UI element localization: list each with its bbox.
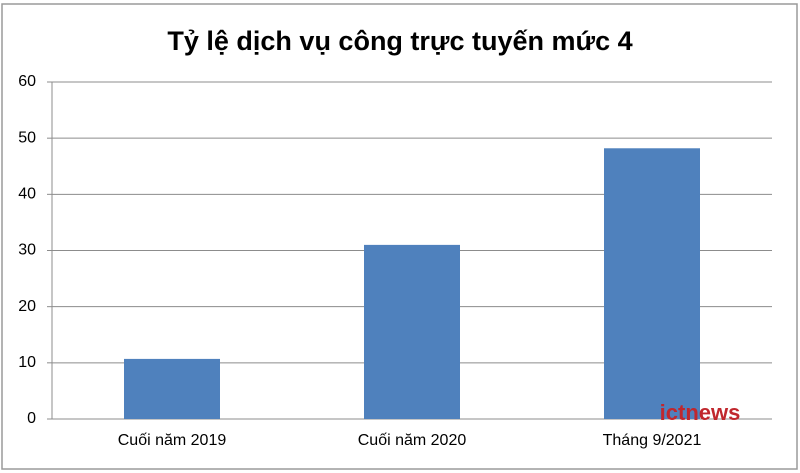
chart-title: Tỷ lệ dịch vụ công trực tuyến mức 4 [167,26,632,56]
y-tick-label: 0 [27,410,36,427]
bar [604,148,700,419]
watermark: ictnews [660,400,741,425]
y-tick-label: 30 [18,242,36,259]
bar [124,358,220,419]
y-tick-label: 40 [18,186,36,203]
bar [364,244,460,419]
x-tick-label: Cuối năm 2020 [358,432,467,449]
x-tick-label: Tháng 9/2021 [603,432,702,449]
y-tick-label: 50 [18,129,36,146]
y-tick-label: 10 [18,354,36,371]
x-tick-label: Cuối năm 2019 [118,432,227,449]
y-tick-label: 20 [18,298,36,315]
y-tick-label: 60 [18,73,36,90]
